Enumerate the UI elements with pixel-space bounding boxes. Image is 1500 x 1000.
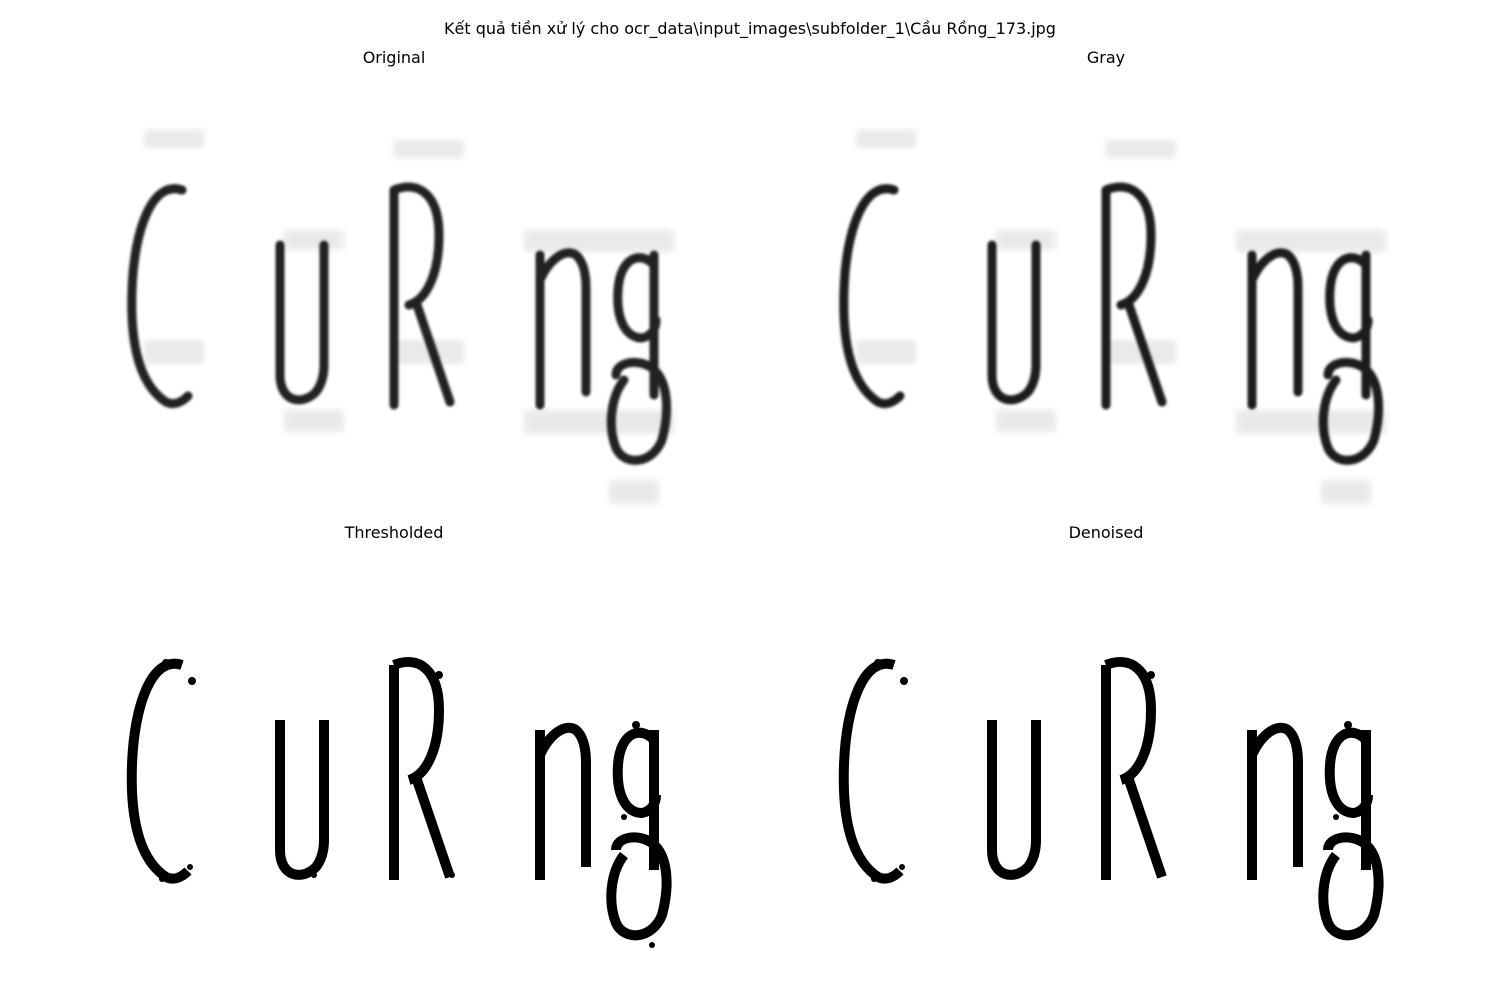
glyph-c: [838, 658, 904, 884]
glyph-r: [1101, 182, 1167, 410]
glyph-r: [1101, 657, 1167, 880]
glyph-u: [987, 240, 1041, 405]
glyph-u: [275, 240, 329, 405]
glyph-g: [1318, 727, 1384, 941]
speckles: [159, 659, 655, 948]
glyph-n: [535, 722, 591, 880]
glyph-g: [1318, 250, 1384, 465]
glyph-u: [987, 720, 1041, 880]
denoised-image-graphic: [838, 657, 1384, 941]
panel-original-image: [104, 110, 684, 510]
panel-gray-image: [816, 110, 1396, 510]
panel-gray-title: Gray: [1086, 48, 1126, 67]
glyph-c: [126, 658, 192, 884]
glyph-c: [127, 184, 193, 409]
glyphs: [838, 657, 1384, 941]
panel-thresholded-image: [104, 585, 684, 985]
glyph-g: [606, 250, 672, 465]
gray-image-graphic: [839, 130, 1386, 504]
panel-denoised-image: [816, 585, 1396, 985]
glyph-n: [535, 248, 591, 410]
thresholded-image-graphic: [126, 657, 672, 948]
glyphs: [127, 182, 672, 465]
glyphs: [839, 182, 1384, 465]
speckles: [871, 659, 1355, 938]
ghost-artifacts: [856, 130, 1386, 504]
glyph-r: [389, 182, 455, 410]
glyphs: [126, 657, 672, 941]
figure-title: Kết quả tiền xử lý cho ocr_data\input_im…: [444, 19, 1056, 38]
original-image-graphic: [127, 130, 674, 504]
glyph-u: [275, 720, 329, 880]
glyph-g: [606, 727, 672, 941]
glyph-n: [1247, 248, 1303, 410]
panel-denoised-title: Denoised: [1068, 523, 1144, 542]
panel-original-title: Original: [362, 48, 426, 67]
glyph-r: [389, 657, 455, 880]
panel-thresholded-title: Thresholded: [344, 523, 444, 542]
glyph-c: [839, 184, 905, 409]
glyph-n: [1247, 722, 1303, 880]
